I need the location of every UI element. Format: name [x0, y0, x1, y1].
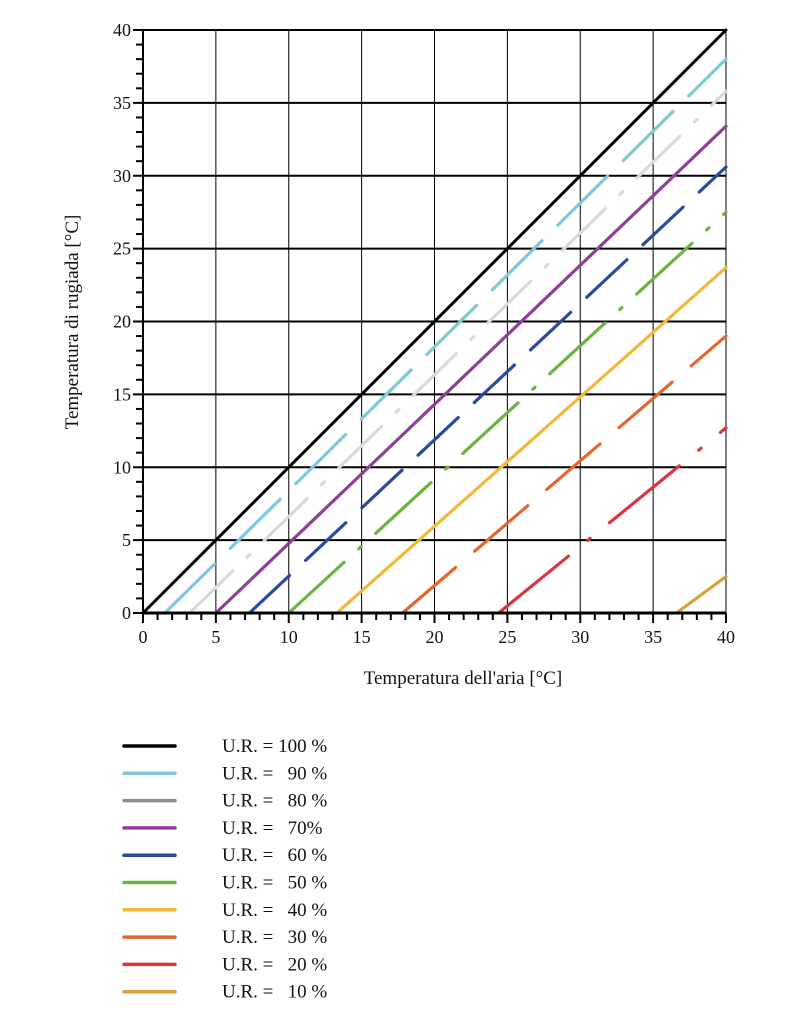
- x-tick-label: 30: [571, 627, 589, 647]
- series-line-2: [188, 89, 728, 615]
- series-line-3: [214, 124, 728, 615]
- series-line-9: [674, 574, 728, 615]
- x-axis-label: Temperatura dell'aria [°C]: [364, 668, 563, 689]
- series-line-1: [163, 57, 728, 615]
- y-tick-label: 25: [113, 239, 131, 259]
- series-line-5: [287, 210, 728, 615]
- series-line-4: [247, 165, 728, 615]
- legend-label: U.R. = 50 %: [222, 873, 327, 894]
- y-axis-label: Temperatura di rugiada [°C]: [62, 215, 83, 430]
- legend-label: U.R. = 10 %: [222, 982, 327, 1003]
- legend-label: U.R. = 60 %: [222, 845, 327, 866]
- x-tick-label: 0: [139, 627, 148, 647]
- x-tick-label: 25: [498, 627, 516, 647]
- legend-label: U.R. = 20 %: [222, 954, 327, 975]
- legend-label: U.R. = 40 %: [222, 900, 327, 921]
- x-tick-label: 10: [280, 627, 298, 647]
- y-tick-label: 20: [113, 312, 131, 332]
- y-tick-label: 0: [122, 603, 131, 623]
- y-tick-label: 40: [113, 20, 131, 40]
- y-tick-label: 35: [113, 93, 131, 113]
- y-tick-label: 30: [113, 166, 131, 186]
- x-tick-label: 5: [211, 627, 220, 647]
- x-tick-label: 15: [353, 627, 371, 647]
- y-tick-label: 15: [113, 384, 131, 404]
- legend-label: U.R. = 100 %: [222, 736, 327, 757]
- legend-label: U.R. = 70%: [222, 818, 323, 839]
- legend-label: U.R. = 80 %: [222, 791, 327, 812]
- legend-label: U.R. = 30 %: [222, 927, 327, 948]
- y-tick-label: 10: [113, 457, 131, 477]
- series-line-6: [335, 265, 728, 615]
- series-line-8: [497, 426, 728, 615]
- series-line-0: [141, 28, 728, 615]
- x-tick-label: 35: [644, 627, 662, 647]
- x-tick-label: 40: [717, 627, 735, 647]
- legend-label: U.R. = 90 %: [222, 763, 327, 784]
- series-line-7: [400, 334, 728, 615]
- x-tick-label: 20: [426, 627, 444, 647]
- y-tick-label: 5: [122, 530, 131, 550]
